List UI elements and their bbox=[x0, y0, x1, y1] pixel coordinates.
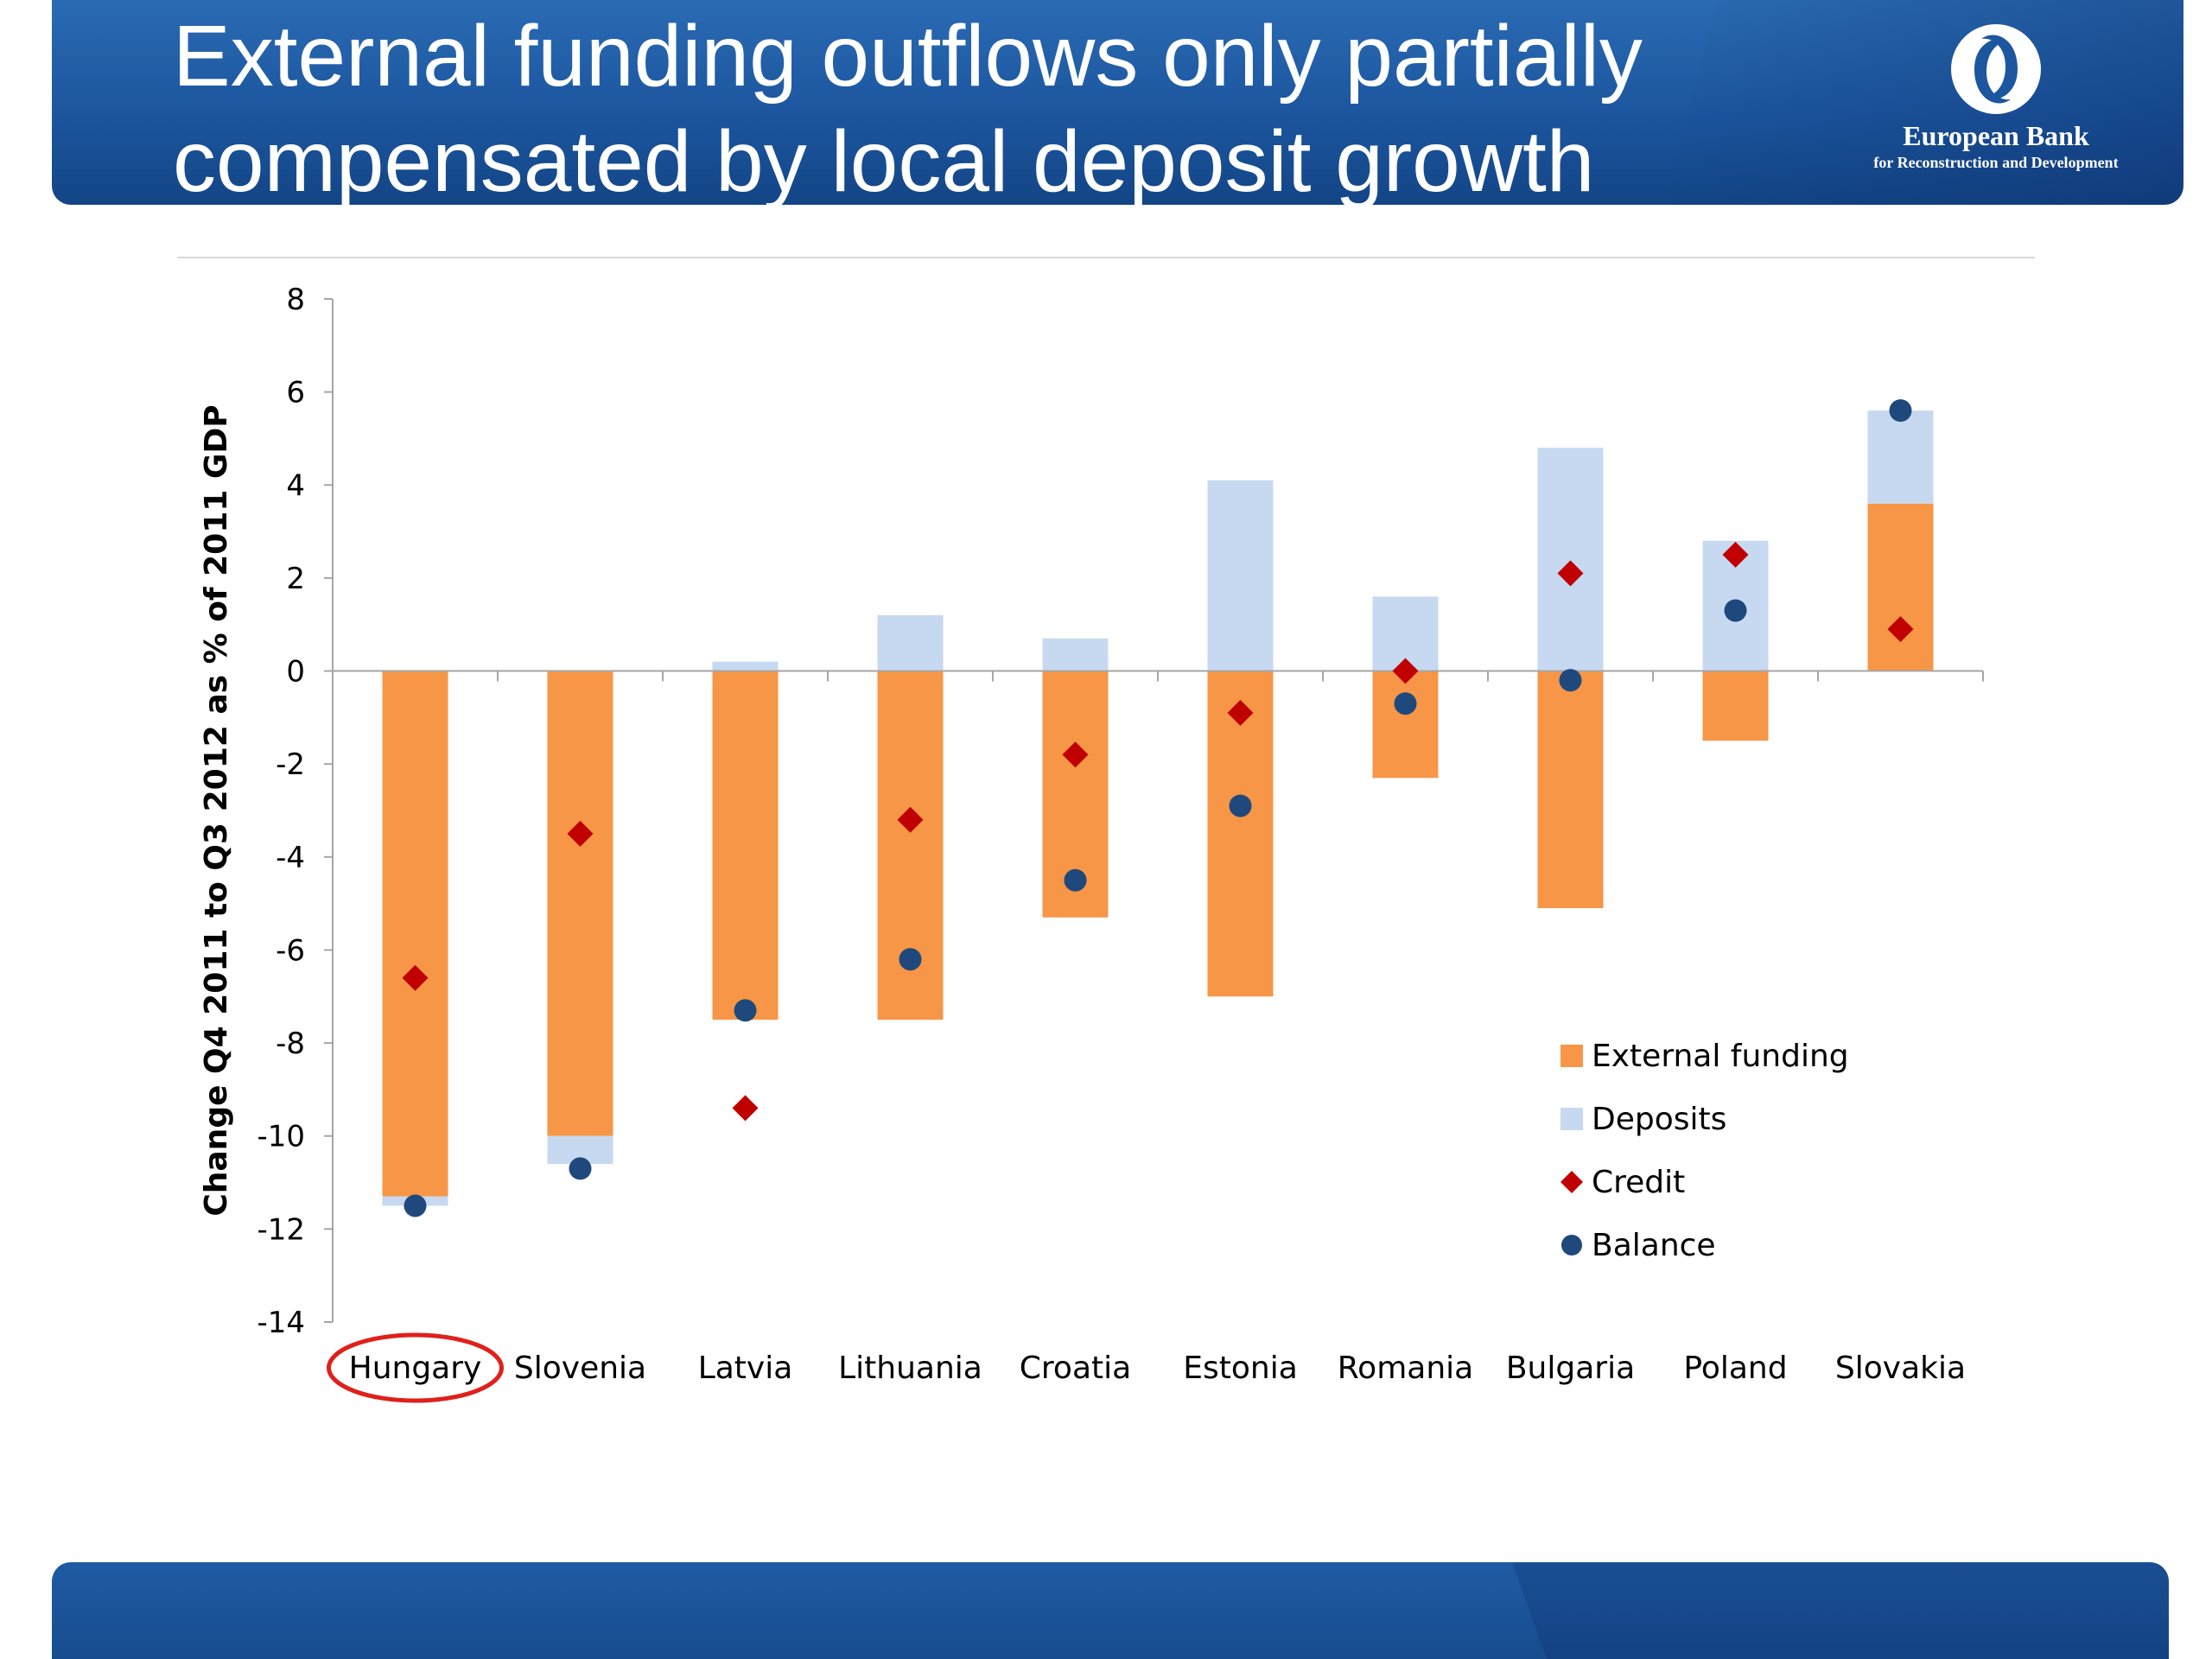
y-tick-label: 4 bbox=[286, 468, 305, 503]
marker-balance-bulgaria bbox=[1559, 669, 1582, 692]
marker-balance-hungary bbox=[404, 1194, 427, 1217]
category-label-romania: Romania bbox=[1338, 1351, 1473, 1386]
y-tick-label: 8 bbox=[286, 283, 305, 317]
category-label-croatia: Croatia bbox=[1020, 1351, 1131, 1386]
y-tick-label: -10 bbox=[257, 1120, 305, 1154]
footer-bar bbox=[52, 1562, 2169, 1659]
category-label-bulgaria: Bulgaria bbox=[1506, 1351, 1635, 1386]
funding-chart: 8 6 4 2 0 -2 -4 -6 -8 -10 -12 -14 Hungary Slovenia Lat… bbox=[199, 283, 1984, 1403]
marker-credit-hungary bbox=[402, 964, 429, 991]
bar-external-funding-romania bbox=[1372, 671, 1439, 779]
y-tick-label: 2 bbox=[286, 562, 305, 596]
legend-label-external-funding: External funding bbox=[1592, 1039, 1849, 1074]
highlight-ellipse bbox=[327, 1332, 504, 1403]
title-banner: External funding outflows only partially… bbox=[52, 0, 2183, 205]
y-tick-label: -2 bbox=[276, 747, 305, 782]
marker-credit-latvia bbox=[732, 1095, 759, 1122]
y-tick-label: -6 bbox=[276, 933, 305, 968]
category-label-poland: Poland bbox=[1683, 1351, 1787, 1386]
marker-balance-lithuania bbox=[899, 948, 922, 971]
legend-swatch-deposits bbox=[1560, 1108, 1583, 1130]
marker-balance-estonia bbox=[1229, 794, 1252, 817]
bar-deposits-slovakia bbox=[1867, 410, 1934, 504]
bar-deposits-bulgaria bbox=[1537, 448, 1604, 671]
bar-external-funding-poland bbox=[1702, 671, 1769, 741]
legend-label-credit: Credit bbox=[1592, 1165, 1685, 1200]
y-tick-label: -12 bbox=[257, 1212, 305, 1247]
ebrd-logo: European Bank for Reconstruction and Dev… bbox=[1823, 22, 2169, 186]
bar-external-funding-bulgaria bbox=[1537, 671, 1604, 909]
marker-balance-romania bbox=[1394, 692, 1417, 715]
ebrd-logo-icon bbox=[1951, 24, 2041, 114]
bar-deposits-latvia bbox=[712, 661, 779, 671]
bar-deposits-lithuania bbox=[877, 614, 944, 671]
marker-credit-romania bbox=[1392, 658, 1419, 684]
category-label-latvia: Latvia bbox=[698, 1351, 793, 1386]
marker-balance-slovenia bbox=[569, 1157, 592, 1180]
footer-shade bbox=[1512, 1562, 2169, 1659]
y-tick-label: 0 bbox=[286, 655, 305, 690]
banner-shade bbox=[1665, 0, 2183, 205]
marker-balance-croatia bbox=[1064, 868, 1087, 892]
bar-external-funding-hungary bbox=[382, 671, 448, 1197]
legend-label-deposits: Deposits bbox=[1592, 1102, 1726, 1137]
category-label-hungary: Hungary bbox=[349, 1351, 482, 1386]
y-tick-label: -4 bbox=[276, 841, 305, 875]
legend-swatch-balance bbox=[1561, 1235, 1582, 1255]
legend-swatch-credit bbox=[1560, 1171, 1583, 1193]
y-tick-label: -8 bbox=[276, 1027, 305, 1061]
marker-credit-poland bbox=[1722, 542, 1749, 568]
logo-name: European Bank bbox=[1903, 120, 2089, 151]
logo-subtitle: for Reconstruction and Development bbox=[1873, 154, 2119, 171]
category-label-slovakia: Slovakia bbox=[1835, 1351, 1966, 1386]
bar-external-funding-slovenia bbox=[547, 671, 613, 1136]
y-axis-title: Change Q4 2011 to Q3 2012 as % of 2011 G… bbox=[199, 404, 234, 1216]
bar-deposits-estonia bbox=[1207, 480, 1274, 671]
bar-external-funding-slovakia bbox=[1867, 503, 1934, 671]
bar-external-funding-latvia bbox=[712, 671, 779, 1020]
slide-title-line-1: External funding outflows only partially bbox=[173, 8, 1643, 105]
slide-title: External funding outflows only partially… bbox=[173, 3, 1815, 205]
marker-credit-lithuania bbox=[897, 806, 924, 833]
marker-credit-bulgaria bbox=[1557, 560, 1584, 587]
y-tick-label: 6 bbox=[286, 376, 305, 410]
marker-credit-slovakia bbox=[1887, 616, 1914, 643]
legend-label-balance: Balance bbox=[1592, 1228, 1716, 1263]
y-tick-label: -14 bbox=[257, 1306, 305, 1340]
bar-deposits-croatia bbox=[1042, 638, 1109, 671]
marker-balance-slovakia bbox=[1889, 399, 1912, 423]
category-label-lithuania: Lithuania bbox=[838, 1351, 982, 1386]
slide-title-line-2: compensated by local deposit growth bbox=[173, 113, 1595, 205]
marker-balance-latvia bbox=[734, 999, 757, 1022]
legend-swatch-external-funding bbox=[1560, 1045, 1583, 1067]
category-label-slovenia: Slovenia bbox=[514, 1351, 646, 1386]
title-divider bbox=[177, 257, 2035, 258]
marker-credit-estonia bbox=[1227, 699, 1254, 726]
marker-credit-croatia bbox=[1062, 741, 1089, 768]
marker-balance-poland bbox=[1724, 599, 1747, 622]
marker-credit-slovenia bbox=[567, 820, 594, 847]
category-label-estonia: Estonia bbox=[1183, 1351, 1298, 1386]
